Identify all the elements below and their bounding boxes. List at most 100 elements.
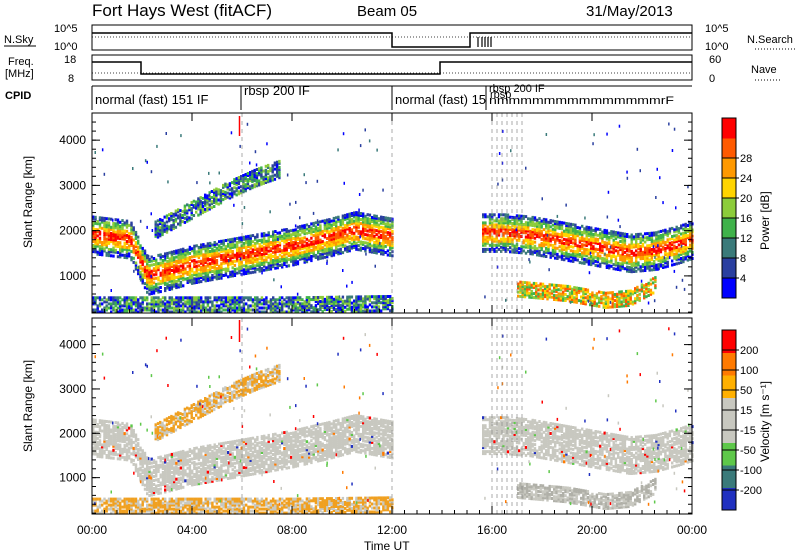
power-echo-cell: [272, 310, 275, 314]
power-echo-cell: [630, 264, 633, 268]
power-echo-cell: [547, 245, 550, 249]
power-echo-cell: [321, 234, 324, 237]
power-echo-cell: [211, 304, 214, 308]
power-echo-cell: [191, 267, 194, 271]
power-echo-cell: [141, 273, 144, 277]
power-echo-cell: [164, 289, 167, 293]
power-echo-cell: [278, 259, 282, 263]
power-echo-cell: [330, 242, 333, 245]
power-echo-cell: [592, 228, 595, 232]
power-echo-cell: [587, 240, 591, 244]
power-echo-cell: [150, 306, 153, 310]
power-echo-cell: [319, 248, 322, 252]
power-echo-cell: [292, 253, 295, 257]
power-echo-cell: [626, 255, 629, 259]
power-echo-cell: [610, 250, 613, 254]
power-echo-cell: [130, 229, 133, 233]
power-echo-cell: [119, 243, 122, 247]
power-speckle: [626, 176, 629, 180]
power-echo-cell: [258, 169, 261, 173]
power-echo-cell: [371, 228, 374, 232]
power-echo-cell: [170, 224, 173, 228]
power-echo-cell: [482, 247, 485, 251]
power-echo-cell: [599, 250, 602, 254]
power-echo-cell: [355, 219, 358, 223]
power-echo-cell: [256, 249, 259, 253]
power-echo-cell: [191, 300, 194, 304]
power-echo-cell: [227, 238, 230, 242]
power-echo-cell: [211, 310, 214, 314]
power-echo-cell: [668, 237, 672, 241]
power-echo-cell: [202, 271, 205, 275]
power-echo-cell: [491, 215, 494, 219]
power-echo-cell: [245, 249, 248, 253]
power-echo-cell: [245, 296, 248, 300]
power-echo-cell: [308, 225, 311, 228]
power-echo-cell: [509, 221, 512, 225]
power-echo-cell: [610, 236, 613, 240]
power-echo-cell: [231, 195, 234, 199]
power-echo-cell: [520, 218, 523, 222]
power-echo-cell: [114, 230, 117, 234]
power-echo-cell: [260, 232, 264, 236]
power-echo-cell: [299, 251, 302, 255]
power-echo-cell: [132, 248, 135, 252]
power-echo-cell: [350, 244, 354, 248]
power-echo-cell: [377, 245, 381, 249]
power-echo-cell: [170, 218, 173, 222]
power-echo-cell: [317, 308, 320, 312]
power-echo-cell: [527, 217, 530, 221]
power-echo-cell: [141, 296, 144, 300]
power-echo-cell: [98, 246, 102, 250]
power-echo-cell: [179, 248, 183, 252]
power-echo-cell: [143, 306, 147, 310]
power-echo-cell: [312, 230, 315, 233]
power-echo-cell: [330, 250, 333, 254]
power-echo-cell: [290, 298, 293, 302]
power-echo-cell: [547, 239, 550, 243]
power-echo-cell: [673, 234, 676, 238]
power-echo-cell: [156, 229, 160, 233]
power-echo-cell: [267, 300, 270, 304]
power-echo-cell: [536, 226, 539, 230]
power-echo-cell: [260, 168, 263, 172]
power-echo-cell: [308, 304, 311, 308]
power-echo-cell: [605, 229, 609, 233]
power-speckle: [525, 166, 527, 170]
power-echo-cell: [542, 234, 546, 238]
power-echo-cell: [346, 235, 349, 239]
power-echo-cell: [182, 251, 185, 255]
power-echo-cell: [285, 260, 288, 264]
power-echo-cell: [247, 239, 250, 242]
power-echo-cell: [518, 226, 521, 230]
power-echo-cell: [582, 302, 585, 305]
power-echo-cell: [366, 243, 369, 247]
power-echo-cell: [635, 249, 638, 253]
power-echo-cell: [303, 252, 306, 256]
power-echo-cell: [594, 227, 597, 231]
power-echo-cell: [191, 279, 194, 283]
power-echo-cell: [662, 257, 665, 261]
power-echo-cell: [332, 235, 336, 239]
power-echo-cell: [132, 308, 135, 312]
power-echo-cell: [504, 241, 507, 245]
power-echo-cell: [233, 306, 237, 310]
power-echo-cell: [251, 184, 254, 188]
power-echo-cell: [321, 310, 324, 314]
power-echo-cell: [511, 228, 514, 232]
power-echo-cell: [197, 203, 200, 207]
power-echo-cell: [375, 307, 378, 311]
power-echo-cell: [265, 310, 268, 314]
power-echo-cell: [134, 251, 138, 255]
power-echo-cell: [500, 245, 503, 249]
power-echo-cell: [296, 242, 300, 245]
power-echo-cell: [668, 247, 672, 251]
power-echo-cell: [323, 219, 327, 223]
power-echo-cell: [574, 254, 577, 258]
power-echo-cell: [290, 247, 293, 251]
power-echo-cell: [659, 256, 663, 260]
power-echo-cell: [339, 299, 342, 303]
power-echo-cell: [96, 310, 99, 314]
power-echo-cell: [542, 242, 546, 246]
power-echo-cell: [689, 227, 692, 231]
